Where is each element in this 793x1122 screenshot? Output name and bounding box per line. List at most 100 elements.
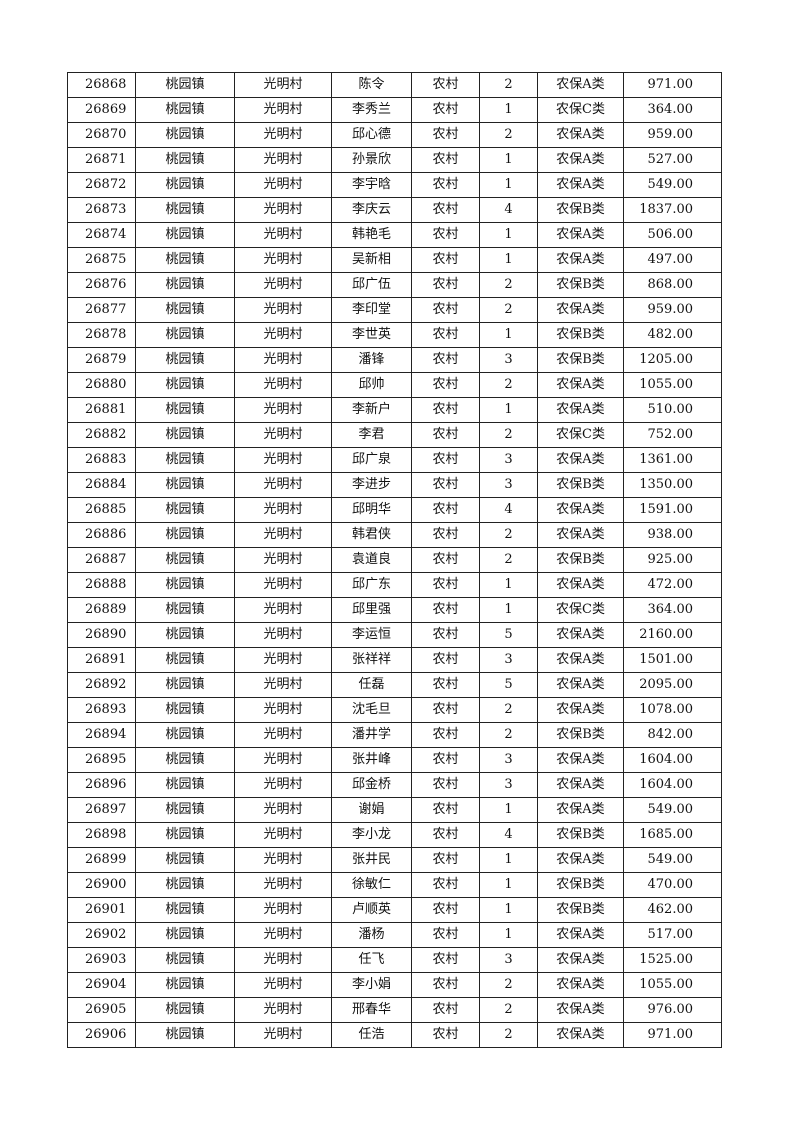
category-cell: 农保A类 xyxy=(537,697,624,723)
town-cell: 桃园镇 xyxy=(135,847,235,873)
name-cell: 徐敏仁 xyxy=(331,872,412,898)
table-row: 26904 桃园镇 光明村 李小娟 农村 2 农保A类 1055.00 xyxy=(67,972,722,998)
household-count-cell: 2 xyxy=(479,422,538,448)
village-cell: 光明村 xyxy=(234,922,332,948)
village-cell: 光明村 xyxy=(234,222,332,248)
village-cell: 光明村 xyxy=(234,747,332,773)
area-type-cell: 农村 xyxy=(411,122,480,148)
area-type-cell: 农村 xyxy=(411,872,480,898)
name-cell: 李宇晗 xyxy=(331,172,412,198)
household-count-cell: 1 xyxy=(479,847,538,873)
household-count-cell: 3 xyxy=(479,447,538,473)
record-id-cell: 26901 xyxy=(67,897,136,923)
town-cell: 桃园镇 xyxy=(135,197,235,223)
village-cell: 光明村 xyxy=(234,997,332,1023)
village-cell: 光明村 xyxy=(234,97,332,123)
village-cell: 光明村 xyxy=(234,822,332,848)
village-cell: 光明村 xyxy=(234,797,332,823)
town-cell: 桃园镇 xyxy=(135,997,235,1023)
table-row: 26883 桃园镇 光明村 邱广泉 农村 3 农保A类 1361.00 xyxy=(67,447,722,473)
table-row: 26879 桃园镇 光明村 潘锋 农村 3 农保B类 1205.00 xyxy=(67,347,722,373)
town-cell: 桃园镇 xyxy=(135,872,235,898)
household-count-cell: 5 xyxy=(479,672,538,698)
record-id-cell: 26898 xyxy=(67,822,136,848)
name-cell: 邢春华 xyxy=(331,997,412,1023)
area-type-cell: 农村 xyxy=(411,922,480,948)
name-cell: 李世英 xyxy=(331,322,412,348)
table-row: 26884 桃园镇 光明村 李进步 农村 3 农保B类 1350.00 xyxy=(67,472,722,498)
amount-cell: 1604.00 xyxy=(623,747,722,773)
town-cell: 桃园镇 xyxy=(135,722,235,748)
record-id-cell: 26876 xyxy=(67,272,136,298)
table-row: 26892 桃园镇 光明村 任磊 农村 5 农保A类 2095.00 xyxy=(67,672,722,698)
name-cell: 吴新相 xyxy=(331,247,412,273)
record-id-cell: 26874 xyxy=(67,222,136,248)
table-row: 26898 桃园镇 光明村 李小龙 农村 4 农保B类 1685.00 xyxy=(67,822,722,848)
record-id-cell: 26868 xyxy=(67,72,136,98)
town-cell: 桃园镇 xyxy=(135,822,235,848)
household-count-cell: 2 xyxy=(479,997,538,1023)
record-id-cell: 26906 xyxy=(67,1022,136,1048)
table-row: 26877 桃园镇 光明村 李印堂 农村 2 农保A类 959.00 xyxy=(67,297,722,323)
category-cell: 农保B类 xyxy=(537,322,624,348)
town-cell: 桃园镇 xyxy=(135,772,235,798)
category-cell: 农保A类 xyxy=(537,947,624,973)
category-cell: 农保A类 xyxy=(537,847,624,873)
village-cell: 光明村 xyxy=(234,247,332,273)
area-type-cell: 农村 xyxy=(411,647,480,673)
amount-cell: 472.00 xyxy=(623,572,722,598)
category-cell: 农保A类 xyxy=(537,372,624,398)
town-cell: 桃园镇 xyxy=(135,297,235,323)
name-cell: 邱广伍 xyxy=(331,272,412,298)
category-cell: 农保A类 xyxy=(537,922,624,948)
category-cell: 农保B类 xyxy=(537,347,624,373)
category-cell: 农保A类 xyxy=(537,122,624,148)
area-type-cell: 农村 xyxy=(411,72,480,98)
record-id-cell: 26905 xyxy=(67,997,136,1023)
record-id-cell: 26889 xyxy=(67,597,136,623)
category-cell: 农保B类 xyxy=(537,547,624,573)
category-cell: 农保B类 xyxy=(537,822,624,848)
town-cell: 桃园镇 xyxy=(135,222,235,248)
town-cell: 桃园镇 xyxy=(135,972,235,998)
amount-cell: 510.00 xyxy=(623,397,722,423)
category-cell: 农保A类 xyxy=(537,247,624,273)
table-row: 26891 桃园镇 光明村 张祥祥 农村 3 农保A类 1501.00 xyxy=(67,647,722,673)
record-id-cell: 26891 xyxy=(67,647,136,673)
category-cell: 农保C类 xyxy=(537,597,624,623)
name-cell: 李庆云 xyxy=(331,197,412,223)
name-cell: 潘杨 xyxy=(331,922,412,948)
amount-cell: 549.00 xyxy=(623,847,722,873)
table-row: 26905 桃园镇 光明村 邢春华 农村 2 农保A类 976.00 xyxy=(67,997,722,1023)
household-count-cell: 1 xyxy=(479,397,538,423)
table-row: 26872 桃园镇 光明村 李宇晗 农村 1 农保A类 549.00 xyxy=(67,172,722,198)
table-row: 26897 桃园镇 光明村 谢娟 农村 1 农保A类 549.00 xyxy=(67,797,722,823)
name-cell: 邱心德 xyxy=(331,122,412,148)
table-row: 26894 桃园镇 光明村 潘井学 农村 2 农保B类 842.00 xyxy=(67,722,722,748)
record-id-cell: 26871 xyxy=(67,147,136,173)
category-cell: 农保A类 xyxy=(537,72,624,98)
name-cell: 张井民 xyxy=(331,847,412,873)
village-cell: 光明村 xyxy=(234,647,332,673)
town-cell: 桃园镇 xyxy=(135,372,235,398)
household-count-cell: 4 xyxy=(479,197,538,223)
record-id-cell: 26893 xyxy=(67,697,136,723)
amount-cell: 925.00 xyxy=(623,547,722,573)
area-type-cell: 农村 xyxy=(411,472,480,498)
name-cell: 李进步 xyxy=(331,472,412,498)
amount-cell: 2160.00 xyxy=(623,622,722,648)
record-id-cell: 26900 xyxy=(67,872,136,898)
household-count-cell: 2 xyxy=(479,297,538,323)
name-cell: 袁道良 xyxy=(331,547,412,573)
name-cell: 李秀兰 xyxy=(331,97,412,123)
record-id-cell: 26879 xyxy=(67,347,136,373)
household-count-cell: 1 xyxy=(479,897,538,923)
town-cell: 桃园镇 xyxy=(135,672,235,698)
area-type-cell: 农村 xyxy=(411,822,480,848)
town-cell: 桃园镇 xyxy=(135,247,235,273)
town-cell: 桃园镇 xyxy=(135,147,235,173)
village-cell: 光明村 xyxy=(234,347,332,373)
name-cell: 李新户 xyxy=(331,397,412,423)
name-cell: 孙景欣 xyxy=(331,147,412,173)
household-count-cell: 1 xyxy=(479,147,538,173)
